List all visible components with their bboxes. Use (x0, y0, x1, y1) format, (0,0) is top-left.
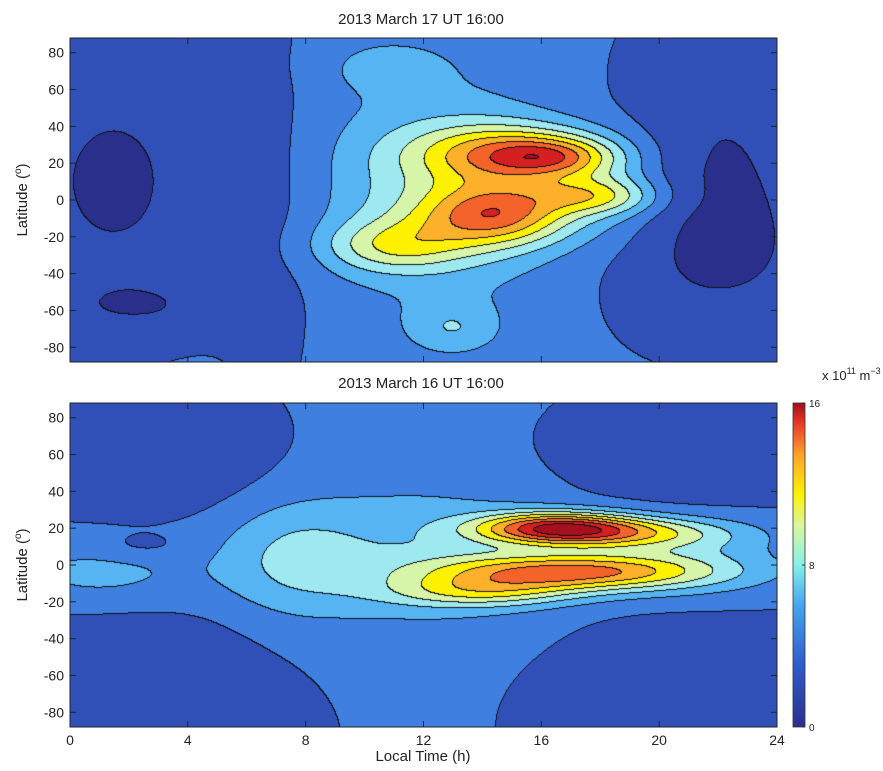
panel-bottom: 2013 March 16 UT 16:00 806040200-20-40-6… (13, 375, 785, 765)
panel-top-y-tick-label: -60 (44, 302, 64, 318)
panel-bottom-x-tick-label: 12 (416, 732, 432, 748)
panel-top-heatmap (69, 37, 778, 363)
panel-bottom-y-tick-label: -40 (44, 631, 64, 647)
panel-top-y-tick-label: 20 (48, 155, 64, 171)
panel-top-y-axis-label: Latitude (o) (13, 163, 31, 236)
panel-bottom-x-tick-label: 20 (651, 732, 667, 748)
colorbar-tick-label: 8 (809, 561, 815, 572)
panel-top-y-tick-label: -20 (44, 229, 64, 245)
panel-top-y-tick-label: 60 (48, 82, 64, 98)
panel-bottom-x-tick-label: 0 (66, 732, 74, 748)
panel-top: 2013 March 17 UT 16:00 80 60 40 20 0 -20 -40 -6… (13, 11, 778, 363)
panel-bottom-y-axis-label: Latitude (o) (13, 528, 31, 601)
panel-bottom-x-tick-label: 8 (302, 732, 310, 748)
panel-bottom-x-tick-label: 16 (534, 732, 550, 748)
panel-top-title: 2013 March 17 UT 16:00 (338, 11, 504, 28)
panel-bottom-y-tick-label: 40 (48, 483, 64, 499)
panel-bottom-y-tick-label: 0 (56, 557, 64, 573)
panel-bottom-y-tick-label: -80 (44, 704, 64, 720)
panel-top-contour-plot (70, 38, 777, 362)
panel-bottom-y-tick-label: 80 (48, 410, 64, 426)
panel-bottom-x-tick-label: 24 (769, 732, 785, 748)
colorbar-tick-label: 16 (809, 399, 821, 410)
panel-bottom-x-tick-label: 4 (184, 732, 192, 748)
panel-top-y-tick-label: -80 (44, 339, 64, 355)
colorbar-tick-label: 0 (809, 723, 815, 734)
panel-bottom-y-tick-label: 60 (48, 447, 64, 463)
panel-top-axes: 80 60 40 20 0 -20 -40 -60 -80 (44, 38, 778, 362)
panel-bottom-title: 2013 March 16 UT 16:00 (338, 375, 504, 392)
panel-bottom-y-tick-label: 20 (48, 520, 64, 536)
panel-top-y-tick-label: 0 (56, 192, 64, 208)
panel-bottom-contour-plot (70, 403, 777, 727)
panel-top-y-tick-label: -40 (44, 266, 64, 282)
panel-top-y-tick-label: 80 (48, 45, 64, 61)
panel-bottom-y-tick-label: -20 (44, 594, 64, 610)
panel-bottom-heatmap (69, 402, 778, 728)
colorbar-unit-label: x 1011 m−3 (822, 366, 881, 383)
panel-top-y-tick-label: 40 (48, 118, 64, 134)
x-axis-label: Local Time (h) (375, 748, 470, 765)
panel-bottom-y-tick-label: -60 (44, 667, 64, 683)
